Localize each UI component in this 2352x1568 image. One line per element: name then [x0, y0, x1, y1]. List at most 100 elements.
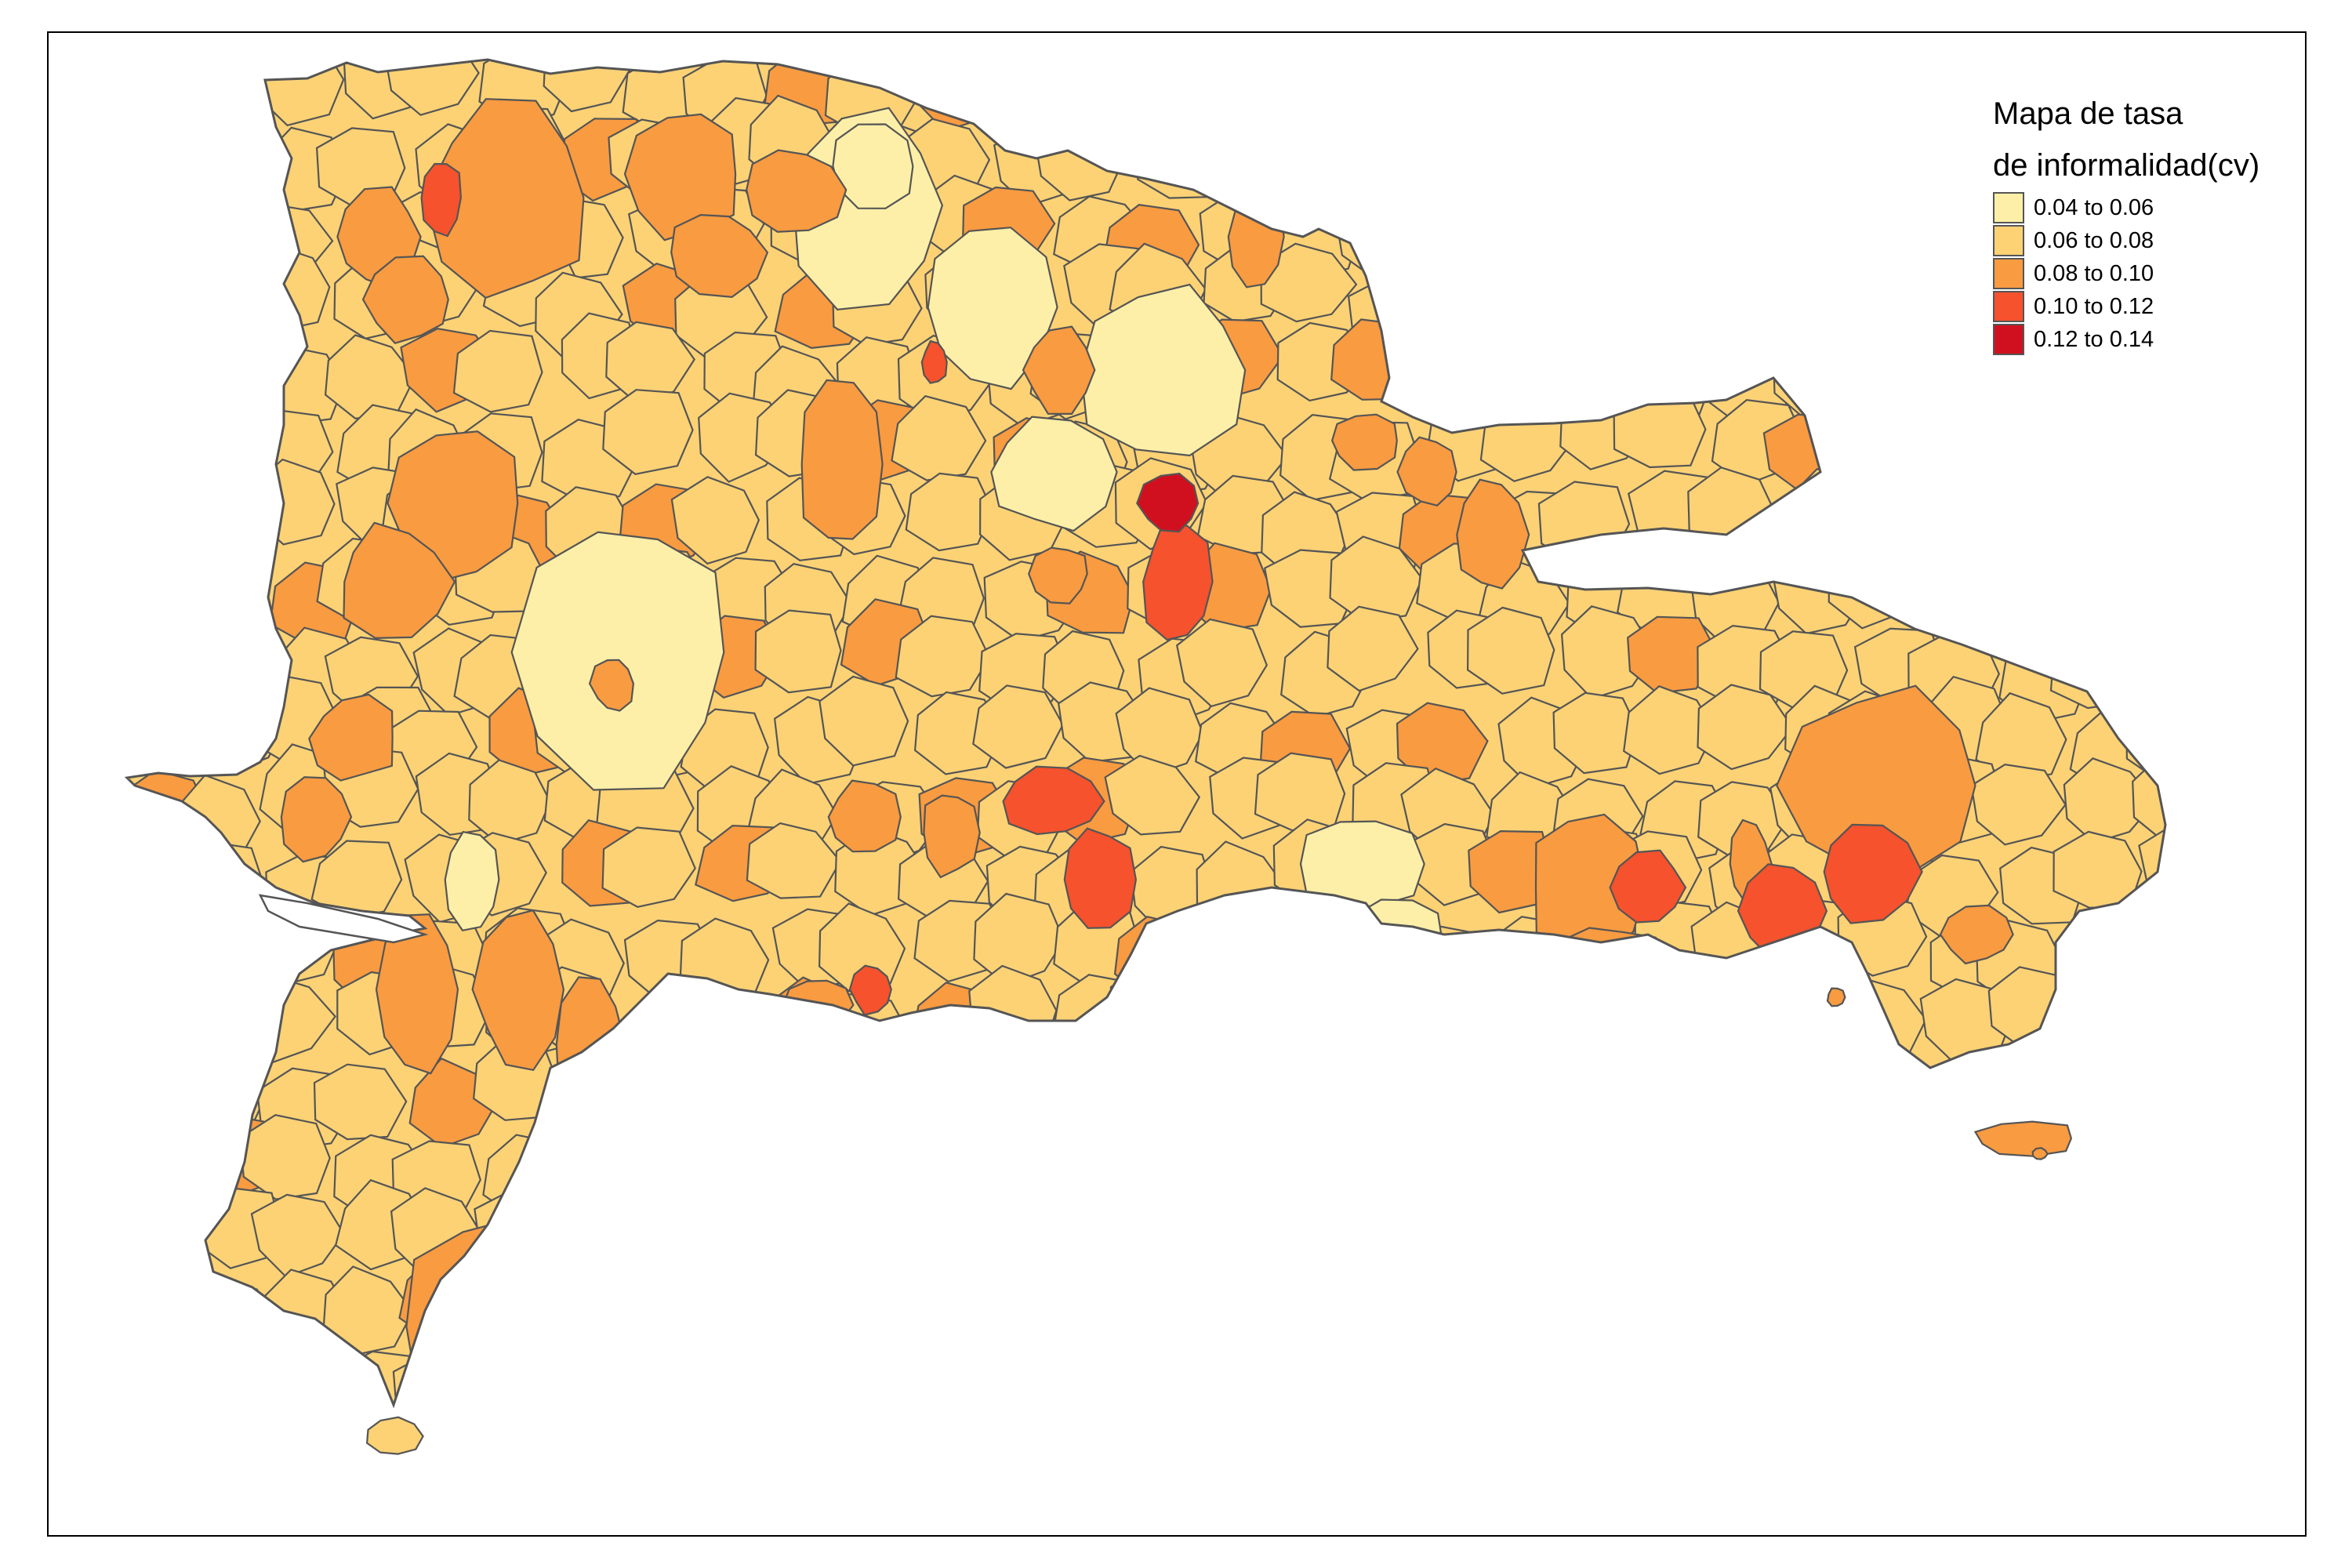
municipality-region: [1624, 278, 1715, 356]
municipality-region: [776, 1114, 871, 1198]
municipality-region: [127, 382, 187, 469]
municipality-region: [1840, 1191, 1936, 1282]
islet: [1973, 1120, 2073, 1157]
municipality-region: [1137, 114, 1229, 199]
municipality-region: [2141, 409, 2165, 488]
municipality-region: [965, 1111, 1051, 1194]
municipality-region: [670, 213, 769, 299]
municipality-region: [1348, 1201, 1443, 1288]
municipality-region: [832, 123, 914, 209]
municipality-region: [1614, 1280, 1707, 1361]
legend-title: Mapa de tasa de informalidad(cv): [1993, 88, 2259, 191]
municipality-region: [1554, 1280, 1650, 1370]
municipality-region: [550, 1346, 643, 1405]
municipality-region: [1857, 1135, 1954, 1227]
municipality-region: [361, 255, 449, 345]
municipality-region: [1059, 1136, 1155, 1227]
municipality-region: [1420, 1043, 1513, 1134]
municipality-region: [621, 1205, 706, 1286]
municipality-region: [1623, 685, 1716, 775]
municipality-region: [1639, 1211, 1730, 1294]
municipality-region: [201, 964, 286, 1053]
legend-label: 0.12 to 0.14: [2034, 326, 2154, 352]
municipality-region: [171, 122, 259, 203]
municipality-region: [170, 555, 264, 633]
municipality-region: [1188, 1006, 1231, 1065]
municipality-region: [2140, 1257, 2165, 1334]
municipality-region: [1483, 263, 1578, 350]
municipality-region: [1566, 1335, 1658, 1405]
municipality-region: [1105, 1190, 1202, 1274]
municipality-region: [1615, 1105, 1710, 1194]
municipality-region: [1559, 174, 1657, 253]
municipality-region: [2073, 976, 2161, 1064]
municipality-region: [1029, 1283, 1129, 1366]
legend-swatch: [1993, 225, 2024, 256]
municipality-region: [827, 779, 902, 853]
municipality-region: [1565, 1047, 1653, 1132]
municipality-region: [127, 467, 199, 553]
municipality-region: [1896, 1355, 1994, 1405]
legend-classes: 0.04 to 0.06 0.06 to 0.08 0.08 to 0.10 0…: [1993, 191, 2259, 356]
municipality-region: [2114, 476, 2165, 569]
municipality-region: [127, 118, 216, 206]
municipality-region: [322, 1265, 414, 1356]
municipality-region: [2125, 702, 2165, 780]
municipality-region: [1327, 605, 1419, 692]
municipality-region: [452, 329, 543, 413]
municipality-region: [1318, 1348, 1410, 1405]
municipality-region: [1939, 904, 2014, 965]
municipality-region: [1684, 992, 1779, 1083]
municipality-region: [168, 1063, 263, 1142]
municipality-region: [1903, 129, 1999, 209]
municipality-region: [1395, 1199, 1482, 1285]
municipality-region: [1929, 1188, 2020, 1274]
municipality-region: [1835, 60, 1930, 118]
municipality-region: [690, 1037, 787, 1131]
municipality-region: [127, 347, 211, 431]
municipality-region: [588, 659, 635, 712]
municipality-region: [127, 251, 195, 335]
municipality-region: [1715, 171, 1807, 256]
municipality-region: [1855, 185, 1948, 268]
municipality-region: [464, 1265, 554, 1348]
municipality-region: [127, 560, 212, 644]
municipality-region: [1627, 615, 1719, 695]
municipality-region: [615, 1329, 702, 1405]
municipality-region: [2121, 986, 2165, 1066]
municipality-region: [891, 1335, 989, 1405]
municipality-region: [905, 1182, 999, 1261]
municipality-region: [127, 179, 195, 257]
municipality-region: [250, 1193, 345, 1278]
municipality-region: [818, 675, 909, 767]
legend: Mapa de tasa de informalidad(cv) 0.04 to…: [1993, 88, 2259, 356]
municipality-region: [1137, 1276, 1225, 1367]
municipality-region: [685, 992, 785, 1071]
municipality-region: [1255, 981, 1354, 1060]
municipality-region: [844, 1060, 939, 1144]
municipality-region: [187, 385, 278, 471]
municipality-region: [1535, 60, 1632, 129]
municipality-region: [1187, 1036, 1279, 1123]
municipality-region: [1196, 908, 1295, 995]
municipality-region: [1041, 1346, 1132, 1405]
municipality-region: [1774, 964, 1871, 1051]
municipality-region: [920, 339, 948, 384]
municipality-region: [375, 913, 459, 1075]
municipality-region: [677, 1115, 763, 1200]
municipality-region: [1542, 271, 1640, 365]
municipality-region: [2067, 539, 2153, 625]
municipality-region: [608, 1263, 703, 1343]
municipality-region: [887, 1051, 983, 1134]
municipality-region: [1411, 1122, 1507, 1215]
municipality-region: [2138, 822, 2165, 913]
islet: [365, 1416, 424, 1455]
municipality-region: [1465, 318, 1561, 399]
municipality-region: [1533, 999, 1625, 1080]
municipality-region: [179, 339, 278, 419]
islet: [2031, 1147, 2049, 1160]
municipality-region: [1835, 243, 1935, 328]
municipality-region: [1353, 981, 1443, 1069]
municipality-region: [972, 684, 1064, 769]
municipality-region: [670, 476, 760, 565]
